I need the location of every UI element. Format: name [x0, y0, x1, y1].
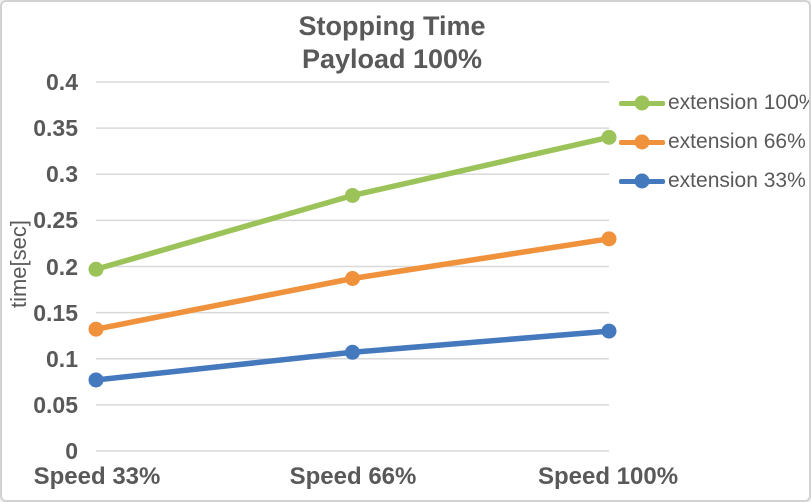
x-category-label: Speed 33% — [33, 463, 161, 490]
legend-item-extension-66: extension 66% — [619, 129, 806, 155]
chart-title-line-2: Payload 100% — [301, 44, 483, 74]
data-point-marker — [88, 321, 104, 337]
y-tick-label: 0.05 — [33, 392, 78, 418]
legend-marker-line — [619, 134, 665, 150]
data-point-marker — [345, 187, 360, 203]
y-tick-label: 0.4 — [46, 69, 78, 95]
data-point-marker — [88, 261, 104, 277]
data-point-marker — [345, 270, 360, 286]
y-tick-label: 0 — [65, 438, 78, 464]
data-point-marker — [601, 129, 617, 145]
legend-label: extension 66% — [668, 130, 806, 153]
y-tick-label: 0.2 — [46, 254, 78, 280]
chart-title: Stopping Time Payload 100% — [2, 10, 782, 76]
y-tick-label: 0.25 — [33, 207, 78, 233]
legend-item-extension-100: extension 100% — [619, 90, 811, 116]
data-point-marker — [88, 372, 104, 388]
legend-label: extension 33% — [668, 169, 806, 192]
legend-marker-dot — [634, 134, 650, 150]
chart-title-line-1: Stopping Time — [298, 11, 486, 41]
x-category-label: Speed 66% — [289, 463, 417, 490]
legend-label: extension 100% — [668, 91, 811, 114]
legend-marker-line — [619, 173, 665, 189]
legend-item-extension-33: extension 33% — [619, 168, 806, 194]
legend-marker-line — [619, 95, 665, 111]
y-tick-label: 0.1 — [46, 346, 78, 372]
y-tick-label: 0.15 — [33, 300, 78, 326]
data-point-marker — [345, 344, 360, 360]
data-point-marker — [601, 323, 617, 339]
data-point-marker — [601, 231, 617, 247]
legend-marker-dot — [634, 173, 650, 189]
legend-marker-dot — [634, 95, 650, 111]
y-tick-label: 0.35 — [33, 115, 78, 141]
y-tick-label: 0.3 — [46, 161, 78, 187]
x-category-label: Speed 100% — [537, 463, 679, 490]
